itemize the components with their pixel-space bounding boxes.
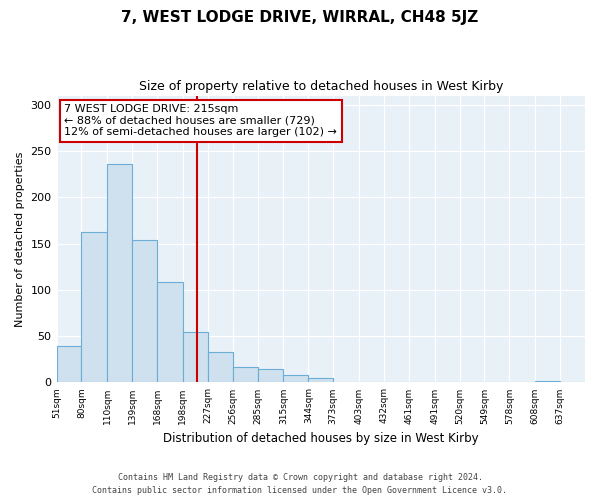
Bar xyxy=(183,332,208,382)
Bar xyxy=(208,352,233,382)
Bar xyxy=(107,164,132,382)
Text: 7, WEST LODGE DRIVE, WIRRAL, CH48 5JZ: 7, WEST LODGE DRIVE, WIRRAL, CH48 5JZ xyxy=(121,10,479,25)
Bar xyxy=(56,346,82,382)
Bar xyxy=(132,240,157,382)
Bar xyxy=(157,282,183,382)
X-axis label: Distribution of detached houses by size in West Kirby: Distribution of detached houses by size … xyxy=(163,432,479,445)
Bar xyxy=(535,380,560,382)
Text: Contains HM Land Registry data © Crown copyright and database right 2024.
Contai: Contains HM Land Registry data © Crown c… xyxy=(92,474,508,495)
Title: Size of property relative to detached houses in West Kirby: Size of property relative to detached ho… xyxy=(139,80,503,93)
Bar xyxy=(308,378,333,382)
Bar xyxy=(82,232,107,382)
Bar xyxy=(257,370,283,382)
Bar xyxy=(233,366,257,382)
Bar xyxy=(283,375,308,382)
Y-axis label: Number of detached properties: Number of detached properties xyxy=(15,152,25,326)
Text: 7 WEST LODGE DRIVE: 215sqm
← 88% of detached houses are smaller (729)
12% of sem: 7 WEST LODGE DRIVE: 215sqm ← 88% of deta… xyxy=(64,104,337,138)
